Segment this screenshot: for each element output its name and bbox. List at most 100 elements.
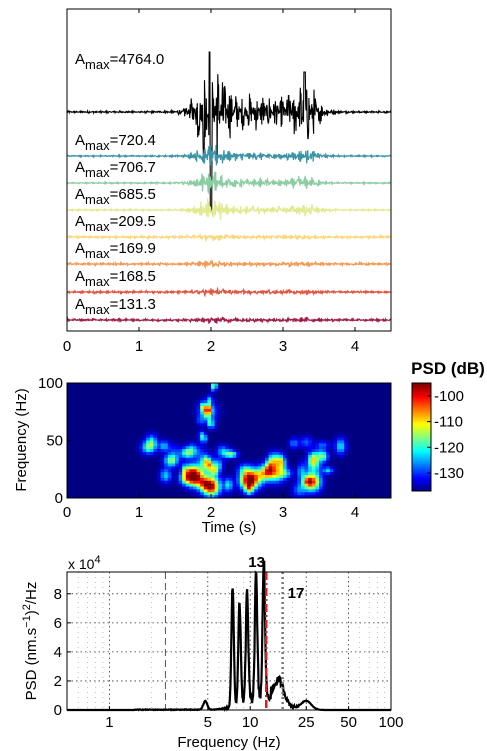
spectrogram-cell <box>365 469 370 473</box>
trace-line-7 <box>66 286 392 298</box>
spectrogram-cell <box>319 391 323 395</box>
spectrogram-cell <box>326 446 331 450</box>
spectrogram-cell <box>131 437 136 441</box>
spectrogram-cell <box>106 383 111 387</box>
spectrogram-cell <box>92 426 97 430</box>
spectrogram-cell <box>149 417 154 421</box>
spectrogram-cell <box>301 457 305 462</box>
spectrogram-cell <box>128 469 133 473</box>
spectrogram-cell <box>67 397 71 401</box>
spectrogram-cell <box>110 463 115 467</box>
spectrogram-cell <box>67 383 71 387</box>
spectrogram-cell <box>175 492 179 496</box>
spectrogram-cell <box>383 472 388 476</box>
spectrogram-cell <box>185 477 190 482</box>
spectrogram-cell <box>171 489 176 493</box>
spectrogram-cell <box>153 383 158 387</box>
spectrogram-cell <box>171 408 176 413</box>
spectrogram-cell <box>74 437 79 441</box>
spectrogram-cell <box>347 452 352 456</box>
spectrogram-cell <box>85 483 89 487</box>
spectrogram-cell <box>221 452 226 456</box>
spectrogram-cell <box>308 385 313 390</box>
spectrogram-cell <box>365 417 370 421</box>
colorbar-segment <box>412 482 431 485</box>
spectrogram-cell <box>113 429 118 433</box>
spectrogram-cell <box>311 434 316 439</box>
spectrogram-cell <box>322 431 327 436</box>
spectrogram-cell <box>88 383 93 387</box>
spectrogram-cell <box>232 446 237 450</box>
spectrogram-cell <box>340 385 345 390</box>
spectrogram-cell <box>337 480 341 485</box>
spectrogram-cell <box>243 469 248 473</box>
spectrogram-cell <box>142 388 147 393</box>
spectrogram-cell <box>106 492 111 496</box>
spectrogram-cell <box>257 414 262 418</box>
spectrogram-cell <box>236 403 241 407</box>
spectrogram-cell <box>128 406 133 410</box>
spectrogram-cell <box>225 495 230 499</box>
spectrogram-cell <box>279 391 284 395</box>
spectrogram-cell <box>232 472 237 476</box>
trace-line-6 <box>66 258 392 270</box>
spectrogram-cell <box>196 414 201 418</box>
spectrogram-cell <box>211 403 215 407</box>
spectrogram-cell <box>95 383 100 387</box>
spectrogram-cell <box>279 475 284 479</box>
spectrogram-cell <box>290 472 295 476</box>
spectrogram-cell <box>373 403 377 407</box>
spectrogram-cell <box>297 469 302 473</box>
spectrogram-cell <box>347 429 352 433</box>
spectrogram-cell <box>265 426 269 430</box>
spectrogram-cell <box>175 411 179 416</box>
spectrogram-cell <box>319 483 323 487</box>
spectrogram-cell <box>182 475 187 479</box>
spectrogram-cell <box>99 486 104 490</box>
spectrogram-cell <box>322 454 327 459</box>
spectrogram-cell <box>117 394 122 398</box>
spectrogram-cell <box>218 492 223 496</box>
spectrogram-cell <box>167 406 172 410</box>
spectrogram-cell <box>315 486 320 490</box>
spectrogram-cell <box>103 385 107 390</box>
spectrogram-cell <box>387 431 392 436</box>
spectrogram-cell <box>164 426 169 430</box>
spectrogram-cell <box>265 486 269 490</box>
spectrogram-cell <box>311 426 316 430</box>
spectrogram-cell <box>304 475 309 479</box>
spectrogram-cell <box>347 454 352 459</box>
spectrogram-cell <box>128 460 133 464</box>
spectrogram-cell <box>110 452 115 456</box>
spectrogram-cell <box>322 394 327 398</box>
spectrogram-cell <box>365 388 370 393</box>
spectrogram-cell <box>171 472 176 476</box>
spectrogram-cell <box>200 463 205 467</box>
spectrogram-cell <box>99 397 104 401</box>
spectrogram-cell <box>92 472 97 476</box>
spectrogram-cell <box>365 495 370 499</box>
spectrogram-cell <box>189 426 194 430</box>
spectrogram-cell <box>139 489 143 493</box>
spectrogram-cell <box>142 454 147 459</box>
spectrogram-cell <box>311 420 316 424</box>
spectrogram-cell <box>272 417 277 421</box>
spectrogram-cell <box>218 408 223 413</box>
spectrogram-cell <box>243 406 248 410</box>
spectrogram-cell <box>92 411 97 416</box>
spectrogram-cell <box>243 414 248 418</box>
spectrogram-cell <box>376 475 381 479</box>
spectrogram-cell <box>67 431 71 436</box>
spectrogram-cell <box>164 477 169 482</box>
spectrogram-cell <box>250 429 255 433</box>
spectrogram-cell <box>110 434 115 439</box>
spectrogram-cell <box>265 492 269 496</box>
amax-label-subscript: max <box>85 274 110 289</box>
spectrogram-cell <box>207 446 212 450</box>
spectrogram-cell <box>268 443 273 447</box>
spectrogram-cell <box>275 394 280 398</box>
spectrogram-cell <box>355 460 359 464</box>
spectrogram-cell <box>355 406 359 410</box>
spectrogram-cell <box>131 394 136 398</box>
spectrogram-cell <box>74 414 79 418</box>
